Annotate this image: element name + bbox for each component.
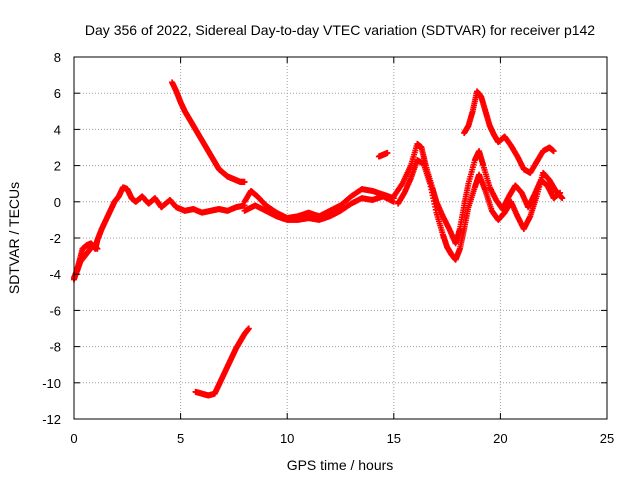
- y-tick-label: 6: [54, 86, 61, 101]
- series-trace-isolated-dash: [375, 149, 391, 160]
- x-tick-label: 20: [493, 431, 507, 446]
- y-tick-label: 8: [54, 50, 61, 65]
- y-tick-label: -12: [42, 412, 61, 427]
- series-trace-mid-flat-lower: [241, 193, 397, 223]
- chart-title: Day 356 of 2022, Sidereal Day-to-day VTE…: [85, 22, 595, 38]
- data-point: [559, 195, 566, 202]
- series-trace-late-high: [461, 88, 557, 176]
- data-point: [94, 245, 101, 252]
- data-point: [241, 178, 248, 185]
- y-tick-label: -6: [49, 303, 61, 318]
- y-tick-label: 0: [54, 195, 61, 210]
- grid: [74, 57, 607, 419]
- series-trace-lower-segment: [192, 325, 252, 399]
- data-point: [245, 325, 252, 332]
- data-markers: [71, 79, 566, 399]
- data-point: [384, 149, 391, 156]
- y-tick-label: -10: [42, 376, 61, 391]
- series-trace-late-a: [390, 140, 564, 247]
- x-tick-label: 10: [280, 431, 294, 446]
- y-tick-label: -2: [49, 231, 61, 246]
- x-tick-label: 0: [70, 431, 77, 446]
- x-tick-label: 15: [387, 431, 401, 446]
- series-trace-late-b: [395, 157, 566, 263]
- axis-ticks: 0 5 10 15 20 25 -12 -10 -8 -6 -4 -2 0 2 4 6 8: [42, 50, 614, 446]
- x-axis-label: GPS time / hours: [287, 457, 394, 473]
- data-point: [550, 148, 557, 155]
- y-tick-label: -8: [49, 340, 61, 355]
- x-tick-label: 5: [177, 431, 184, 446]
- series-trace-descending: [169, 79, 248, 185]
- x-tick-label: 25: [600, 431, 614, 446]
- y-tick-label: 2: [54, 159, 61, 174]
- y-tick-label: -4: [49, 267, 61, 282]
- y-tick-label: 4: [54, 122, 61, 137]
- y-axis-label: SDTVAR / TECUs: [6, 182, 22, 294]
